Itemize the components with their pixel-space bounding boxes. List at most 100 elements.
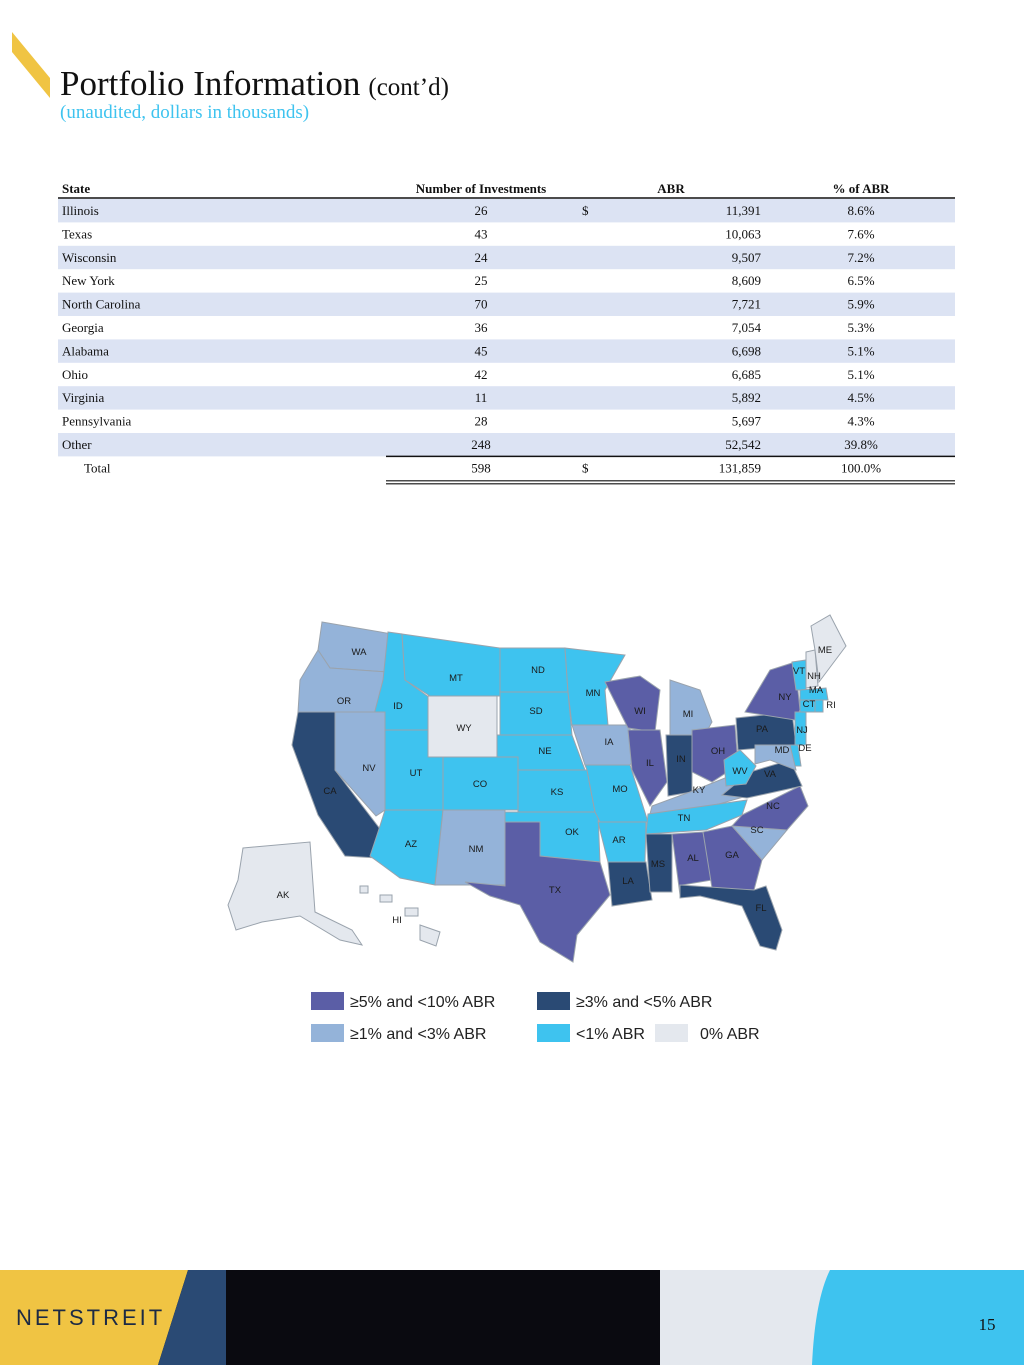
state-shape bbox=[401, 633, 501, 697]
state-label: NM bbox=[469, 844, 484, 855]
state-shape bbox=[794, 711, 807, 746]
title: Portfolio Information (cont’d) bbox=[60, 64, 449, 103]
state-shape bbox=[744, 661, 801, 721]
state-label: UT bbox=[410, 768, 423, 779]
state-shape bbox=[419, 924, 441, 947]
brand: NETSTREIT bbox=[16, 1305, 165, 1330]
state-shape bbox=[334, 711, 386, 817]
legend-label: 0% ABR bbox=[700, 1026, 760, 1043]
state-shape bbox=[723, 749, 757, 787]
state-shape bbox=[645, 833, 673, 893]
state-label: MI bbox=[683, 709, 694, 720]
state-label: OR bbox=[337, 696, 351, 707]
cell-pct: 8.6% bbox=[847, 203, 874, 218]
cell-abr: 8,609 bbox=[732, 273, 761, 288]
legend: ≥5% and <10% ABR ≥3% and <5% ABR ≥1% and <… bbox=[311, 992, 760, 1043]
cell-abr: 9,507 bbox=[732, 250, 762, 265]
state-shape bbox=[702, 825, 763, 891]
footer-yellow bbox=[0, 1270, 188, 1365]
state-label: KY bbox=[693, 785, 706, 796]
state-label: LA bbox=[622, 876, 634, 887]
state-label: SD bbox=[529, 706, 542, 717]
state-label: WY bbox=[456, 723, 472, 734]
cell-pct: 5.9% bbox=[847, 297, 874, 312]
legend-swatch bbox=[311, 1024, 344, 1042]
footer: NETSTREIT 15 bbox=[0, 1270, 1024, 1365]
legend-label: <1% ABR bbox=[576, 1026, 645, 1043]
cell-investments: 70 bbox=[475, 297, 488, 312]
cell-state: Alabama bbox=[62, 343, 109, 358]
state-label: CO bbox=[473, 779, 487, 790]
cell-state: New York bbox=[62, 273, 115, 288]
state-label: NC bbox=[766, 801, 780, 812]
legend-label: ≥5% and <10% ABR bbox=[350, 994, 495, 1011]
cell-pct: 6.5% bbox=[847, 273, 874, 288]
row-band bbox=[58, 292, 955, 316]
legend-swatch bbox=[655, 1024, 688, 1042]
state-label: WI bbox=[634, 706, 646, 717]
cell-state: Wisconsin bbox=[62, 250, 117, 265]
title-suffix: (cont’d) bbox=[368, 74, 449, 101]
state-label: TN bbox=[678, 813, 691, 824]
cell-investments: 43 bbox=[475, 226, 488, 241]
cell-currency: $ bbox=[582, 460, 589, 475]
cell-investments: 36 bbox=[475, 320, 489, 335]
state-shape bbox=[359, 885, 369, 894]
cell-investments: 28 bbox=[475, 414, 488, 429]
cell-abr: 5,892 bbox=[732, 390, 761, 405]
state-label: VT bbox=[793, 666, 805, 677]
state-label: ND bbox=[531, 665, 545, 676]
state-shape bbox=[671, 831, 713, 896]
state-shape bbox=[607, 861, 653, 907]
state-shape bbox=[805, 649, 819, 689]
column-header: ABR bbox=[657, 181, 685, 196]
row-band bbox=[58, 199, 955, 223]
state-label: NJ bbox=[796, 725, 808, 736]
state-label: MO bbox=[612, 784, 627, 795]
state-label: AL bbox=[687, 853, 699, 864]
state-label: IL bbox=[646, 758, 654, 769]
state-label: AK bbox=[277, 890, 290, 901]
cell-abr: 6,685 bbox=[732, 367, 761, 382]
cell-currency: $ bbox=[582, 203, 589, 218]
cell-abr: 131,859 bbox=[719, 460, 761, 475]
cell-pct: 39.8% bbox=[844, 437, 878, 452]
cell-state: Virginia bbox=[62, 390, 105, 405]
state-label: IA bbox=[605, 737, 615, 748]
state-shape bbox=[754, 744, 797, 771]
state-shape bbox=[810, 614, 847, 684]
state-label: MD bbox=[775, 745, 790, 756]
title-main: Portfolio Information bbox=[60, 64, 360, 103]
state-label: AZ bbox=[405, 839, 417, 850]
state-label: IN bbox=[676, 754, 686, 765]
state-label: OK bbox=[565, 827, 579, 838]
cell-state: Ohio bbox=[62, 367, 88, 382]
state-shape bbox=[627, 729, 668, 807]
state-shape bbox=[799, 687, 829, 701]
footer-navy bbox=[158, 1270, 226, 1365]
state-label: SC bbox=[750, 825, 763, 836]
state-shape bbox=[814, 699, 824, 713]
row-band bbox=[58, 433, 955, 457]
state-label: ME bbox=[818, 645, 832, 656]
state-label: HI bbox=[392, 915, 402, 926]
state-shape bbox=[604, 675, 661, 733]
column-header: % of ABR bbox=[832, 181, 890, 196]
state-shape bbox=[665, 734, 693, 797]
state-shape bbox=[679, 884, 783, 951]
state-label: GA bbox=[725, 850, 739, 861]
cell-abr: 52,542 bbox=[725, 437, 761, 452]
state-label: NE bbox=[538, 746, 551, 757]
state-shape bbox=[404, 907, 419, 917]
state-label: DE bbox=[798, 743, 811, 754]
state-label: TX bbox=[549, 885, 562, 896]
table: State Number of Investments ABR % of ABR Ill… bbox=[58, 181, 955, 485]
state-label: PA bbox=[756, 724, 769, 735]
state-label: NH bbox=[807, 671, 821, 682]
cell-abr: 10,063 bbox=[725, 226, 761, 241]
legend-swatch bbox=[311, 992, 344, 1010]
state-shape bbox=[464, 821, 611, 963]
cell-state: Other bbox=[62, 437, 92, 452]
cell-abr: 7,054 bbox=[732, 320, 762, 335]
state-label: AR bbox=[612, 835, 625, 846]
